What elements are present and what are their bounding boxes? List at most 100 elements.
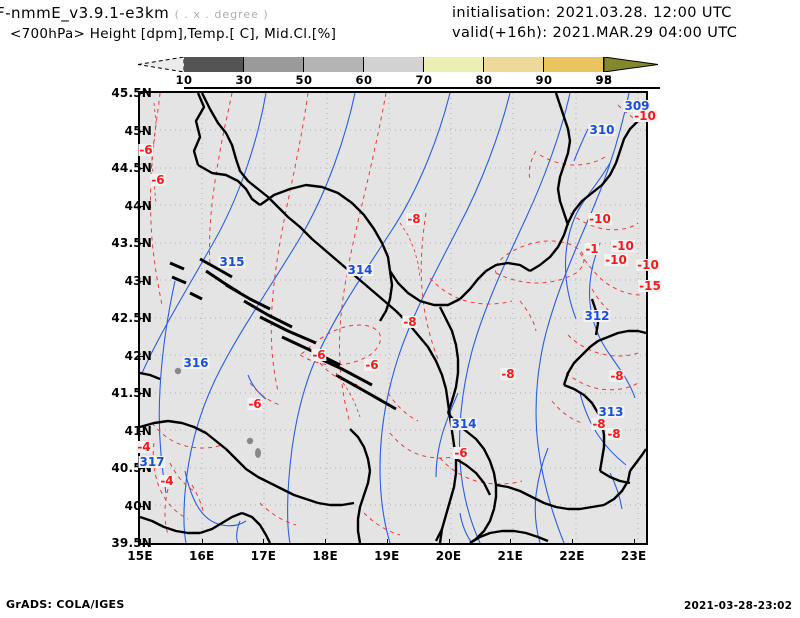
colorbar-high-tail <box>603 56 659 73</box>
y-axis-tick <box>138 280 144 282</box>
y-axis-tick <box>138 168 144 169</box>
x-axis-label: 15E <box>127 549 153 563</box>
colorbar-tick-label: 50 <box>295 73 313 87</box>
temperature-contour-label: -10 <box>633 109 657 123</box>
field-description: <700hPa> Height [dpm],Temp.[ C], Mid.Cl.… <box>10 26 337 42</box>
y-axis-tick <box>138 130 144 132</box>
initialisation-time: initialisation: 2021.03.28. 12:00 UTC <box>452 5 732 21</box>
colorbar-band <box>244 57 304 72</box>
height-contour-label: 313 <box>597 405 625 419</box>
map-plot-area <box>138 91 648 545</box>
height-contour-label: 310 <box>588 123 616 137</box>
coastlines <box>140 93 646 543</box>
height-contour-label: 315 <box>218 255 246 269</box>
x-axis-label: 16E <box>188 549 215 563</box>
height-contour-label: 317 <box>138 455 166 469</box>
x-axis-label: 21E <box>497 549 523 563</box>
temperature-contour-label: -8 <box>402 315 418 329</box>
x-axis-label: 18E <box>312 549 338 563</box>
x-axis-tick <box>510 539 512 545</box>
grid-lines <box>140 93 646 543</box>
colorbar-axis-line <box>184 87 660 89</box>
header-right: initialisation: 2021.03.28. 12:00 UTC va… <box>452 5 800 41</box>
x-axis-label: 22E <box>559 549 585 563</box>
colorbar-band <box>304 57 364 72</box>
valid-time: valid(+16h): 2021.MAR.29 04:00 UTC <box>452 25 738 41</box>
x-axis-label: 20E <box>435 549 462 563</box>
colorbar-tick-label: 70 <box>415 73 433 87</box>
y-axis-label: 43.5N <box>111 236 152 250</box>
colorbar-tick-label: 10 <box>175 73 193 87</box>
footer-timestamp: 2021-03-28-23:02 <box>684 600 793 612</box>
colorbar-ticks: 10 30 50 60 70 80 90 95 98 <box>138 72 660 89</box>
y-axis-tick <box>138 468 144 469</box>
colorbar-band <box>544 57 604 72</box>
height-contour-label: 309 <box>623 99 651 113</box>
colorbar-tick-label: 95 <box>595 73 613 87</box>
colorbar-tick-label: 30 <box>235 73 253 87</box>
temperature-contour-label: -10 <box>604 253 628 267</box>
colorbar-band <box>424 57 484 72</box>
colorbar-tick-label: 80 <box>475 73 493 87</box>
x-axis-tick <box>325 539 327 545</box>
temperature-contour-label: -8 <box>500 367 516 381</box>
y-axis-label: 45.5N <box>111 86 152 100</box>
y-axis-tick <box>138 430 144 432</box>
y-axis-tick <box>138 243 144 244</box>
y-axis-tick <box>138 355 144 357</box>
colorbar-low-tail <box>137 56 185 73</box>
colorbar-tick-label: 60 <box>355 73 373 87</box>
y-axis-tick <box>138 393 144 394</box>
temperature-contour-label: -15 <box>638 279 662 293</box>
temperature-contour-label: -10 <box>588 212 612 226</box>
temperature-contour-label: -6 <box>453 446 469 460</box>
colorbar-tick-label: 98 <box>595 73 613 87</box>
y-axis-label: 41.5N <box>111 386 152 400</box>
temperature-contour-label: -4 <box>159 474 175 488</box>
temperature-contour-label: -1 <box>584 242 600 256</box>
model-resolution: ( . x . degree ) <box>174 8 269 21</box>
temperature-contour-label: -10 <box>636 258 660 272</box>
height-contour-label: 314 <box>346 263 374 277</box>
y-axis-tick <box>138 505 144 507</box>
height-contours <box>141 93 636 543</box>
colorbar-bands <box>137 56 659 73</box>
colorbar-band <box>484 57 544 72</box>
city-markers <box>174 367 261 458</box>
y-axis-label: 44.5N <box>111 161 152 175</box>
colorbar-tick-label: 90 <box>535 73 553 87</box>
temperature-contour-label: -10 <box>611 239 635 253</box>
x-axis-tick <box>448 539 450 545</box>
header-left: F-nmmE_v3.9.1-e3km ( . x . degree ) <700… <box>0 4 456 42</box>
temperature-contour-label: -8 <box>406 212 422 226</box>
y-axis-label: 39.5N <box>111 536 152 550</box>
map-canvas <box>140 93 646 543</box>
x-axis-tick <box>386 539 388 545</box>
x-axis-tick <box>633 539 635 545</box>
y-axis-tick <box>138 93 144 94</box>
temp-contours <box>150 93 643 536</box>
temperature-contour-label: -6 <box>311 348 327 362</box>
temperature-contour-label: -6 <box>364 358 380 372</box>
y-axis-label: 42.5N <box>111 311 152 325</box>
colorbar-band <box>184 57 244 72</box>
height-contour-label: 312 <box>583 309 611 323</box>
y-axis-tick <box>138 205 144 207</box>
temperature-contour-label: -6 <box>247 397 263 411</box>
model-title: F-nmmE_v3.9.1-e3km ( . x . degree ) <box>0 4 456 22</box>
y-axis-tick <box>138 318 144 319</box>
temperature-contour-label: -8 <box>606 427 622 441</box>
temperature-contour-label: -8 <box>591 417 607 431</box>
height-contour-label: 316 <box>182 356 210 370</box>
footer-credit: GrADS: COLA/IGES <box>6 598 125 611</box>
temperature-contour-label: -8 <box>609 369 625 383</box>
temperature-contour-label: -6 <box>138 143 154 157</box>
x-axis-label: 17E <box>250 549 277 563</box>
colorbar-band <box>364 57 424 72</box>
temperature-contour-label: -6 <box>150 173 166 187</box>
model-name: F-nmmE_v3.9.1-e3km <box>0 4 170 22</box>
x-axis-tick <box>263 539 265 545</box>
x-axis-tick <box>571 539 573 545</box>
y-axis-tick <box>138 543 144 544</box>
x-axis-tick <box>140 539 141 545</box>
